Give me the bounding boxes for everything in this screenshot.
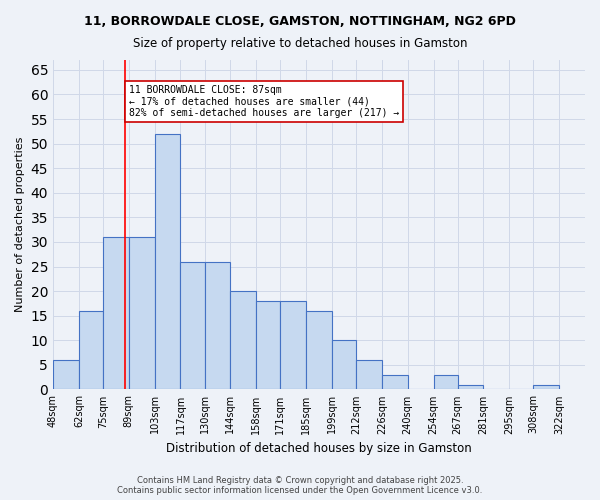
Bar bbox=[79, 311, 103, 390]
Bar bbox=[230, 291, 256, 390]
Bar bbox=[533, 384, 559, 390]
Bar bbox=[382, 374, 407, 390]
Text: Contains HM Land Registry data © Crown copyright and database right 2025.
Contai: Contains HM Land Registry data © Crown c… bbox=[118, 476, 482, 495]
Bar bbox=[434, 374, 458, 390]
Bar bbox=[306, 311, 332, 390]
Bar bbox=[356, 360, 382, 390]
Bar bbox=[53, 360, 79, 390]
Bar bbox=[181, 262, 205, 390]
Bar bbox=[103, 237, 129, 390]
Y-axis label: Number of detached properties: Number of detached properties bbox=[15, 137, 25, 312]
Text: 11 BORROWDALE CLOSE: 87sqm
← 17% of detached houses are smaller (44)
82% of semi: 11 BORROWDALE CLOSE: 87sqm ← 17% of deta… bbox=[129, 84, 399, 118]
Text: Size of property relative to detached houses in Gamston: Size of property relative to detached ho… bbox=[133, 38, 467, 51]
X-axis label: Distribution of detached houses by size in Gamston: Distribution of detached houses by size … bbox=[166, 442, 472, 455]
Bar bbox=[155, 134, 181, 390]
Bar bbox=[205, 262, 230, 390]
Bar bbox=[458, 384, 484, 390]
Bar bbox=[280, 301, 306, 390]
Bar bbox=[332, 340, 356, 390]
Bar bbox=[129, 237, 155, 390]
Bar bbox=[256, 301, 280, 390]
Text: 11, BORROWDALE CLOSE, GAMSTON, NOTTINGHAM, NG2 6PD: 11, BORROWDALE CLOSE, GAMSTON, NOTTINGHA… bbox=[84, 15, 516, 28]
